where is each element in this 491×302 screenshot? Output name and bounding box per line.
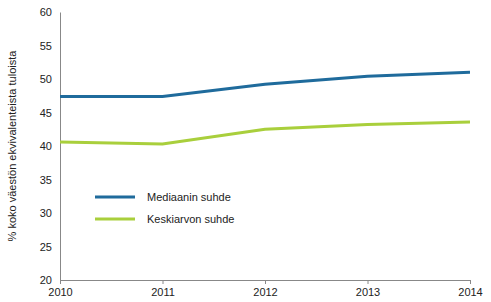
x-tick-mark [265,280,266,284]
chart: 20 25 30 35 40 45 50 55 60 2010 2011 2012 2013 2014 Me… [0,0,491,302]
x-tick-mark [163,280,164,284]
x-axis: 2010 2011 2012 2013 2014 [48,280,482,298]
x-axis-line [61,281,471,285]
x-tick-label: 2013 [356,286,380,298]
y-tick-label: 30 [40,207,52,219]
x-tick: 2012 [253,280,277,298]
y-tick-label: 40 [40,140,52,152]
series-line [60,72,470,96]
x-tick-mark [368,280,369,284]
y-axis-line [60,13,61,281]
x-tick-mark [470,280,471,284]
y-tick: 25 [40,241,60,253]
y-tick: 40 [40,140,60,152]
y-tick: 20 [40,274,60,286]
y-tick-label: 35 [40,174,52,186]
y-tick-label: 55 [40,40,52,52]
y-axis: 20 25 30 35 40 45 50 55 60 [40,6,61,286]
x-tick: 2014 [458,280,482,298]
y-tick-label: 20 [40,274,52,286]
y-tick-label: 60 [40,6,52,18]
x-tick: 2011 [151,280,175,298]
x-tick-label: 2012 [253,286,277,298]
y-tick-label: 50 [40,73,52,85]
plot: 20 25 30 35 40 45 50 55 60 2010 2011 2012 2013 2014 Me… [40,6,483,298]
legend: Mediaanin suhde Keskiarvon suhde [95,191,234,225]
y-tick: 55 [40,40,60,52]
legend-label: Keskiarvon suhde [147,213,234,225]
y-tick: 35 [40,174,60,186]
x-tick-label: 2010 [48,286,72,298]
x-tick-mark [60,280,61,284]
y-axis-title: % koko väestön ekvivalenteista tuloista [6,50,18,242]
x-tick-label: 2011 [151,286,175,298]
y-tick-label: 45 [40,107,52,119]
y-tick-label: 25 [40,241,52,253]
legend-swatch [95,196,135,199]
legend-label: Mediaanin suhde [147,191,231,203]
x-tick: 2013 [356,280,380,298]
y-tick: 60 [40,6,60,18]
y-tick: 50 [40,73,60,85]
y-tick: 30 [40,207,60,219]
x-tick: 2010 [48,280,72,298]
lines [60,72,470,144]
y-tick: 45 [40,107,60,119]
x-tick-label: 2014 [458,286,482,298]
series-line [60,122,470,144]
legend-swatch [95,218,135,221]
